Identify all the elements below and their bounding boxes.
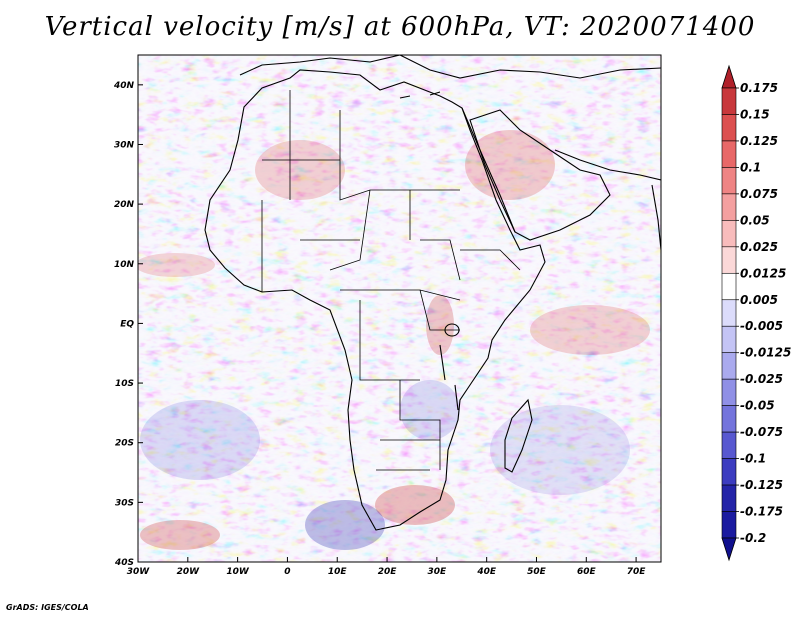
lat-label: 20S: [115, 439, 134, 449]
lat-label: 30N: [114, 140, 135, 150]
colorbar-swatch: [721, 272, 737, 301]
colorbar-swatch: [721, 220, 737, 248]
arabia-coastline: [469, 109, 611, 241]
colorbar-top-arrow: [721, 64, 737, 89]
lat-label: 10S: [115, 379, 134, 389]
colorbar-label: 0.125: [740, 134, 778, 148]
lon-label: 10W: [226, 567, 250, 577]
colorbar-label: -0.1: [740, 452, 766, 466]
velocity-field: [138, 55, 661, 562]
latitude-axis: 40N 30N 20N 10N EQ 10S 20S 30S 40S: [113, 81, 143, 568]
colorbar-label: 0.025: [740, 240, 778, 254]
colorbar-swatch: [721, 405, 737, 433]
colorbar-swatch: [721, 167, 737, 195]
lon-label: 30W: [127, 567, 151, 577]
colorbar-swatch: [721, 246, 737, 274]
colorbar-swatch: [721, 378, 737, 406]
lat-label: 40S: [114, 558, 134, 568]
mediterranean-islands: [399, 91, 441, 99]
colorbar-label: -0.175: [740, 505, 783, 519]
lat-label: 20N: [114, 200, 135, 210]
colorbar-swatch: [721, 352, 737, 380]
colorbar-swatch: [721, 325, 737, 354]
madagascar-coastline: [504, 398, 533, 473]
plot-frame: [137, 54, 662, 563]
colorbar-swatch: [721, 299, 737, 327]
colorbar-label: -0.0125: [740, 346, 791, 360]
india-coastline: [651, 184, 661, 251]
colorbar-label: 0.1: [740, 160, 761, 174]
lon-label: 20E: [378, 567, 398, 577]
country-borders: [261, 90, 521, 471]
lat-label: 30S: [115, 498, 134, 508]
lon-label: 40E: [476, 567, 497, 577]
lat-label: 10N: [114, 260, 135, 270]
colorbar-swatch: [721, 511, 737, 539]
colorbar-label: -0.025: [740, 372, 783, 386]
lat-label: EQ: [120, 319, 134, 329]
lon-label: 0: [284, 567, 290, 577]
lake-tanganyika: [439, 344, 446, 381]
colorbar-swatch: [721, 140, 737, 168]
lon-label: 10E: [328, 567, 348, 577]
colorbar-label: -0.05: [740, 399, 775, 413]
iran-coastline: [554, 149, 661, 181]
colorbar-swatch: [721, 458, 737, 486]
colorbar-swatch: [721, 87, 737, 115]
colorbar-label: -0.125: [740, 478, 783, 492]
colorbar-label: -0.2: [740, 531, 766, 545]
colorbar-swatch: [721, 431, 737, 459]
colorbar-label: -0.075: [740, 425, 783, 439]
colorbar-label: 0.0125: [740, 266, 786, 280]
lon-label: 60E: [577, 567, 597, 577]
colorbar-bottom-arrow: [721, 537, 737, 562]
colorbar-swatch: [721, 114, 737, 142]
lon-label: 20W: [177, 567, 201, 577]
map-title: Vertical velocity [m/s] at 600hPa, VT: 2…: [44, 12, 756, 42]
colorbar-label: 0.075: [740, 187, 778, 201]
lake-victoria: [444, 323, 460, 337]
lon-label: 70E: [627, 567, 647, 577]
lat-label: 40N: [113, 81, 135, 91]
colorbar-swatch: [721, 484, 737, 512]
longitude-axis: 30W 20W 10W 0 10E 20E 30E 40E 50E 60E 70E: [127, 557, 647, 577]
red-sea-coastline: [461, 107, 516, 233]
colorbar-label: 0.05: [740, 213, 770, 227]
colorbar-label: 0.175: [740, 81, 778, 95]
lake-malawi: [454, 384, 459, 411]
coastlines: [204, 55, 661, 531]
colorbar-label: 0.005: [740, 293, 778, 307]
colorbar-label: 0.15: [740, 107, 770, 121]
colorbar: 0.175 0.15 0.125 0.1 0.075 0.05 0.025 0.0125 0.0…: [721, 64, 791, 562]
grads-credit: GrADS: IGES/COLA: [6, 603, 89, 612]
lon-label: 50E: [527, 567, 547, 577]
colorbar-swatch: [721, 193, 737, 221]
colorbar-label: -0.005: [740, 319, 783, 333]
lon-label: 30E: [428, 567, 448, 577]
europe-coastline: [239, 55, 661, 79]
